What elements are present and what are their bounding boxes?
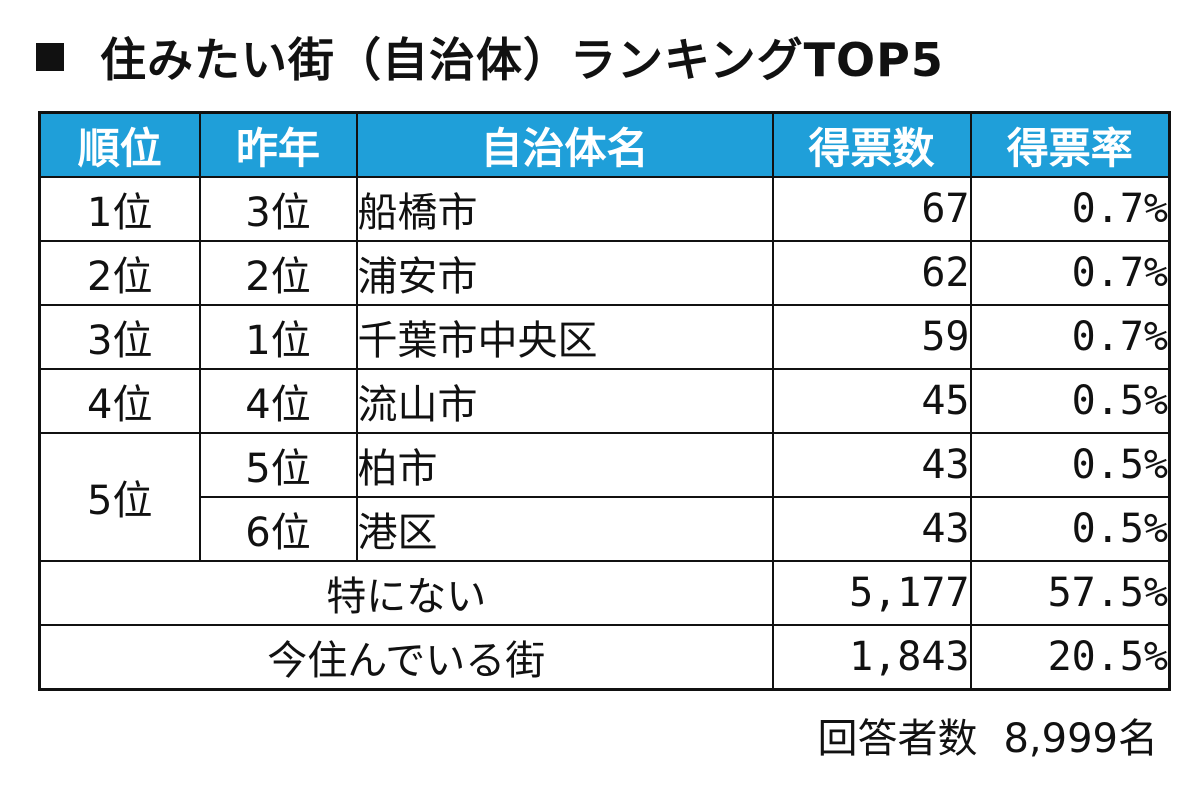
- table-row: 6位 港区 43 0.5%: [40, 496, 1171, 562]
- table-row: 2位 2位 浦安市 62 0.7%: [38, 240, 1171, 306]
- summary-label-cell: 今住んでいる街: [38, 624, 774, 691]
- municipality-cell: 港区: [355, 496, 774, 562]
- last-year-cell: 4位: [198, 368, 358, 434]
- votes-cell: 43: [771, 496, 972, 562]
- rank-cell: 1位: [38, 176, 201, 242]
- vote-rate-cell: 0.5%: [969, 432, 1171, 498]
- respondents-label: 回答者数: [817, 716, 978, 762]
- last-year-cell: 6位: [198, 496, 358, 562]
- last-year-cell: 3位: [198, 176, 358, 242]
- header-votes: 得票数: [771, 111, 972, 178]
- page-title-row: 住みたい街（自治体）ランキングTOP5: [26, 22, 944, 92]
- page-title: 住みたい街（自治体）ランキングTOP5: [100, 33, 944, 87]
- summary-row: 今住んでいる街 1,843 20.5%: [38, 624, 1171, 691]
- table-header-row: 順位 昨年 自治体名 得票数 得票率: [38, 111, 1171, 178]
- rank-cell: 4位: [38, 368, 201, 434]
- summary-label-cell: 特にない: [38, 560, 774, 626]
- summary-row: 特にない 5,177 57.5%: [38, 560, 1171, 626]
- vote-rate-cell: 0.5%: [969, 496, 1171, 562]
- municipality-cell: 柏市: [355, 432, 774, 498]
- ranking-table: 順位 昨年 自治体名 得票数 得票率 1位 3位 船橋市 67 0.7% 2位 …: [38, 111, 1171, 691]
- votes-cell: 43: [771, 432, 972, 498]
- vote-rate-cell: 0.7%: [969, 176, 1171, 242]
- votes-cell: 5,177: [771, 560, 972, 626]
- votes-cell: 62: [771, 240, 972, 306]
- votes-cell: 67: [771, 176, 972, 242]
- square-bullet-icon: [36, 43, 64, 71]
- municipality-cell: 千葉市中央区: [355, 304, 774, 370]
- table-row: 4位 4位 流山市 45 0.5%: [38, 368, 1171, 434]
- municipality-cell: 浦安市: [355, 240, 774, 306]
- header-last-year: 昨年: [198, 111, 358, 178]
- respondents-value: 8,999名: [1003, 716, 1158, 762]
- vote-rate-cell: 0.7%: [969, 240, 1171, 306]
- municipality-cell: 流山市: [355, 368, 774, 434]
- vote-rate-cell: 20.5%: [969, 624, 1171, 691]
- respondents-note: 回答者数 8,999名: [817, 706, 1158, 764]
- vote-rate-cell: 57.5%: [969, 560, 1171, 626]
- table-row: 1位 3位 船橋市 67 0.7%: [38, 176, 1171, 242]
- last-year-cell: 5位: [198, 432, 358, 498]
- vote-rate-cell: 0.7%: [969, 304, 1171, 370]
- rank-cell: 3位: [38, 304, 201, 370]
- votes-cell: 59: [771, 304, 972, 370]
- municipality-cell: 船橋市: [355, 176, 774, 242]
- votes-cell: 1,843: [771, 624, 972, 691]
- last-year-cell: 1位: [198, 304, 358, 370]
- votes-cell: 45: [771, 368, 972, 434]
- rank-cell: 2位: [38, 240, 201, 306]
- rank-cell: 5位: [38, 432, 201, 562]
- table-row: 3位 1位 千葉市中央区 59 0.7%: [38, 304, 1171, 370]
- table-row: 5位 5位 柏市 43 0.5%: [38, 432, 1171, 562]
- header-municipality: 自治体名: [355, 111, 774, 178]
- last-year-cell: 2位: [198, 240, 358, 306]
- vote-rate-cell: 0.5%: [969, 368, 1171, 434]
- header-vote-rate: 得票率: [969, 111, 1171, 178]
- header-rank: 順位: [38, 111, 201, 178]
